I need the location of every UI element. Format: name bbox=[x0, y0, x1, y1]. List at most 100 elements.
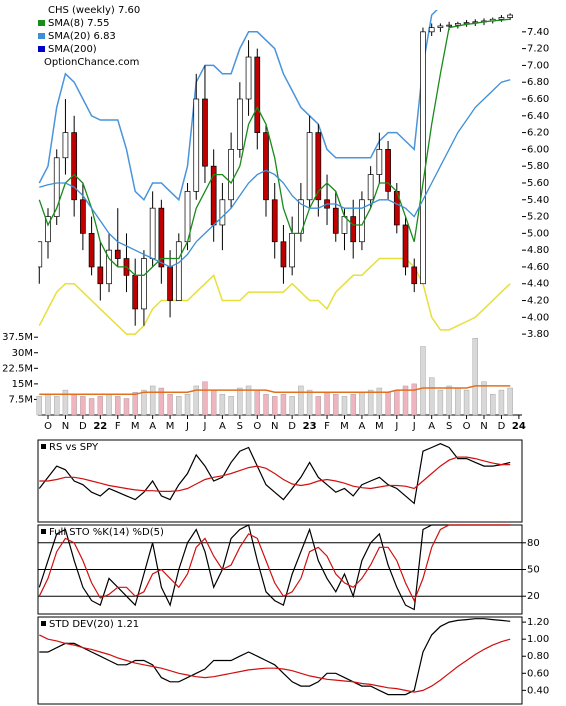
y-tick-label: 4.60 bbox=[527, 262, 549, 273]
candle-body bbox=[236, 98, 243, 150]
y-tick-label: 0.80 bbox=[527, 651, 549, 662]
y-tick-label: 4.40 bbox=[527, 279, 549, 290]
x-tick-label: S bbox=[237, 421, 243, 432]
candle-body bbox=[38, 241, 43, 268]
legend-swatch bbox=[38, 20, 45, 26]
y-tick-label: 5.20 bbox=[527, 212, 549, 223]
indicator-line bbox=[39, 456, 511, 492]
y-tick-label: 6.20 bbox=[527, 128, 549, 139]
volume-bar bbox=[88, 398, 95, 416]
volume-bar bbox=[62, 389, 69, 416]
candle-body bbox=[149, 207, 156, 259]
candle-body bbox=[80, 199, 86, 234]
x-tick-label: O bbox=[44, 421, 52, 432]
candle-body bbox=[454, 23, 461, 26]
watermark: OptionChance.com bbox=[44, 57, 139, 68]
volume-bar bbox=[132, 391, 138, 416]
panel-label-swatch bbox=[41, 529, 46, 534]
y-tick-label: 0.60 bbox=[527, 668, 549, 679]
volume-bar bbox=[306, 389, 313, 416]
volume-bar bbox=[54, 396, 60, 416]
sma-line bbox=[38, 18, 511, 276]
candle-body bbox=[254, 56, 261, 133]
y-tick-label: 4.80 bbox=[527, 245, 549, 256]
x-tick-label: M bbox=[166, 421, 175, 432]
x-tick-label: F bbox=[115, 421, 121, 432]
volume-bar bbox=[71, 394, 77, 416]
volume-bar bbox=[315, 396, 322, 416]
candle-body bbox=[498, 17, 505, 20]
candle-body bbox=[97, 266, 104, 285]
panel-label: Full STO %K(14) %D(5) bbox=[49, 527, 164, 538]
volume-bar bbox=[402, 385, 409, 416]
indicator-line bbox=[38, 443, 511, 505]
volume-bar bbox=[333, 394, 339, 416]
candle-body bbox=[350, 216, 357, 243]
x-tick-label: J bbox=[394, 421, 398, 432]
volume-bar bbox=[420, 346, 426, 416]
candle-body bbox=[289, 233, 296, 268]
indicator-line bbox=[39, 634, 511, 693]
volume-bar bbox=[36, 396, 42, 416]
x-tick-label: D bbox=[498, 421, 506, 432]
volume-bar bbox=[324, 391, 330, 416]
y-tick-label: 7.00 bbox=[527, 60, 549, 71]
candle-body bbox=[376, 149, 383, 175]
volume-ma-line bbox=[39, 385, 511, 396]
candle-body bbox=[175, 241, 182, 301]
volume-bar bbox=[158, 387, 165, 416]
candle-body bbox=[45, 216, 51, 243]
volume-bar bbox=[463, 389, 470, 416]
candle-body bbox=[428, 27, 435, 33]
candle-body bbox=[367, 174, 374, 201]
band-line bbox=[38, 257, 511, 335]
volume-bar bbox=[437, 389, 444, 416]
volume-bar bbox=[446, 385, 452, 416]
candle-body bbox=[106, 249, 112, 285]
band-line bbox=[38, 10, 438, 202]
y-tick-label: 0.40 bbox=[527, 685, 549, 696]
panel-frame bbox=[37, 616, 523, 705]
volume-bar bbox=[507, 387, 513, 416]
legend-label: SMA(200) bbox=[48, 44, 97, 55]
candle-body bbox=[271, 199, 278, 243]
candle-body bbox=[141, 258, 147, 310]
x-tick-label: M bbox=[375, 421, 384, 432]
volume-bar bbox=[455, 387, 461, 416]
y-tick-label: 1.20 bbox=[527, 617, 549, 628]
x-tick-label: D bbox=[79, 421, 87, 432]
indicator-line bbox=[38, 524, 511, 603]
y-tick-label: 5.40 bbox=[527, 195, 549, 206]
x-tick-label: 23 bbox=[303, 421, 317, 432]
volume-bar bbox=[498, 389, 505, 416]
candle-body bbox=[53, 157, 60, 217]
candle-body bbox=[71, 132, 78, 201]
volume-bar bbox=[193, 385, 199, 416]
panel-label-swatch bbox=[41, 621, 46, 626]
volume-bar bbox=[115, 396, 121, 416]
volume-bar bbox=[428, 377, 435, 416]
x-tick-label: A bbox=[149, 421, 156, 432]
volume-bar bbox=[219, 394, 226, 416]
candle-body bbox=[463, 22, 470, 24]
candle-body bbox=[219, 199, 226, 226]
candle-body bbox=[193, 98, 200, 192]
x-tick-label: A bbox=[428, 421, 435, 432]
volume-bar bbox=[228, 396, 234, 416]
y-tick-label: 22.5M bbox=[2, 363, 33, 374]
volume-bar bbox=[237, 387, 243, 416]
y-tick-label: 4.00 bbox=[527, 312, 549, 323]
y-tick-label: 5.00 bbox=[527, 228, 549, 239]
y-tick-label: 1.00 bbox=[527, 634, 549, 645]
indicator-line bbox=[39, 618, 511, 696]
y-tick-label: 30M bbox=[12, 348, 33, 359]
volume-bar bbox=[280, 394, 287, 416]
x-tick-label: A bbox=[358, 421, 365, 432]
y-tick-label: 7.20 bbox=[527, 44, 549, 55]
candle-body bbox=[132, 274, 139, 310]
volume-bar bbox=[245, 385, 252, 416]
candle-body bbox=[263, 132, 269, 201]
volume-bar bbox=[106, 394, 112, 416]
volume-bar bbox=[289, 396, 295, 416]
